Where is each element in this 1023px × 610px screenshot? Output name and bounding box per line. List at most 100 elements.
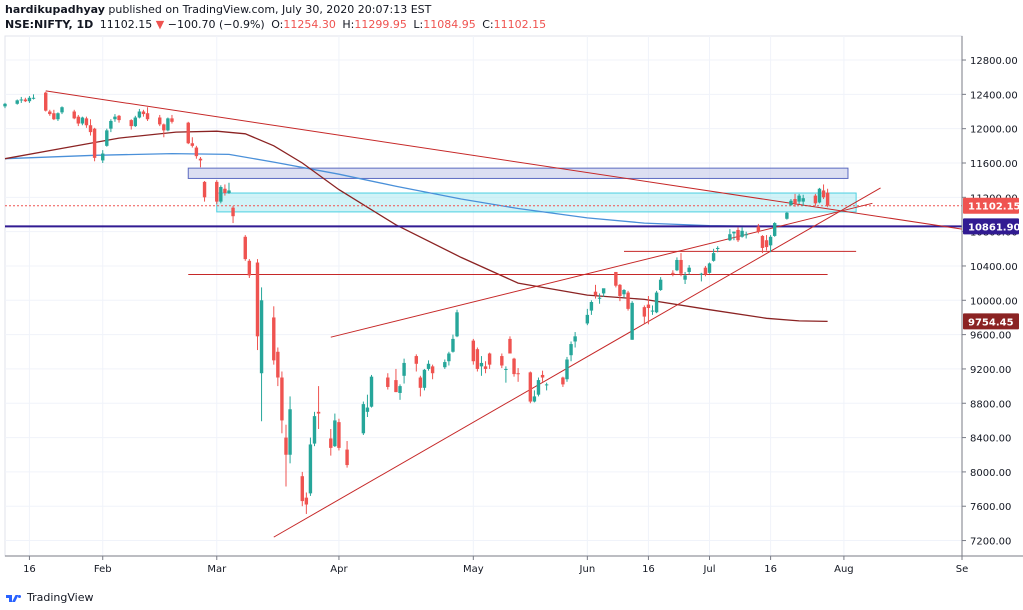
candle[interactable] [455,309,459,338]
candle[interactable] [813,193,818,206]
candle[interactable] [479,356,484,376]
candle[interactable] [333,413,337,448]
candle[interactable] [732,231,736,241]
candle[interactable] [626,290,630,311]
candle[interactable] [772,222,777,237]
candle[interactable] [48,109,52,116]
candle[interactable] [430,364,435,380]
candle[interactable] [337,418,341,451]
candle[interactable] [365,394,370,417]
candle[interactable] [398,384,402,400]
candle[interactable] [84,116,89,128]
candle[interactable] [528,371,533,404]
candle[interactable] [768,235,773,253]
candle[interactable] [707,262,712,274]
candle[interactable] [109,119,113,133]
candle[interactable] [369,374,374,408]
candle[interactable] [487,352,492,369]
candle[interactable] [618,283,622,302]
candle[interactable] [500,353,504,369]
candle[interactable] [166,117,170,132]
candle[interactable] [801,194,805,206]
candle[interactable] [683,271,687,284]
candle[interactable] [699,272,704,282]
candle[interactable] [654,290,659,314]
candle[interactable] [675,257,679,272]
candle[interactable] [622,289,626,298]
candle[interactable] [756,223,761,234]
candle[interactable] [585,308,590,326]
candle[interactable] [133,115,138,127]
candle[interactable] [19,96,23,103]
candle[interactable] [451,334,455,353]
candle[interactable] [736,227,740,242]
candle[interactable] [316,386,321,430]
candle[interactable] [190,137,195,148]
candle[interactable] [821,184,826,200]
candle[interactable] [573,332,577,348]
candle[interactable] [825,188,830,208]
candle[interactable] [312,411,317,447]
candle[interactable] [447,351,451,366]
candle[interactable] [31,94,36,100]
candle[interactable] [231,205,235,224]
candle[interactable] [646,296,651,325]
axes[interactable]: 12800.0012400.0012000.0011600.0011200.00… [5,36,1023,575]
candle[interactable] [308,437,313,496]
candle[interactable] [194,145,199,159]
candle[interactable] [471,338,476,365]
candle[interactable] [56,112,60,121]
candle[interactable] [76,114,81,127]
candle[interactable] [532,390,537,403]
candle[interactable] [793,193,797,207]
candle[interactable] [105,128,109,147]
candle[interactable] [60,106,64,115]
candle[interactable] [394,368,398,393]
candle[interactable] [614,271,618,288]
candle[interactable] [170,114,174,124]
candle[interactable] [817,187,822,204]
candle[interactable] [137,108,142,119]
candle[interactable] [630,301,634,340]
candle[interactable] [475,347,480,372]
candle[interactable] [276,347,280,387]
candle[interactable] [92,127,97,162]
candle[interactable] [243,235,247,261]
candle[interactable] [219,185,223,204]
candle[interactable] [345,441,349,468]
candle[interactable] [227,182,231,194]
candle[interactable] [414,354,419,372]
candles[interactable] [3,91,830,514]
candle[interactable] [255,259,260,351]
candle[interactable] [145,107,150,121]
candle[interactable] [544,382,549,391]
candle[interactable] [361,401,366,436]
candle[interactable] [247,259,252,278]
candle[interactable] [23,97,28,103]
author-name[interactable]: hardikupadhyay [5,3,105,16]
candle[interactable] [280,371,284,434]
candle[interactable] [141,109,146,117]
candle[interactable] [797,193,801,205]
candle[interactable] [198,156,203,168]
candle[interactable] [703,265,708,277]
candle[interactable] [728,229,732,242]
candle[interactable] [565,356,569,382]
candle[interactable] [284,424,288,487]
candle[interactable] [601,288,606,297]
candle[interactable] [642,305,647,324]
candle[interactable] [540,370,545,382]
candle[interactable] [483,361,488,374]
footer-brand[interactable]: TradingView [5,591,93,604]
candle[interactable] [760,235,765,254]
candle[interactable] [202,181,207,202]
candle[interactable] [259,287,264,422]
candle[interactable] [764,235,769,251]
candle[interactable] [658,277,663,291]
candle[interactable] [516,368,520,382]
candle[interactable] [215,180,219,205]
candle[interactable] [597,293,602,304]
candle[interactable] [117,114,121,123]
candle[interactable] [52,109,56,121]
